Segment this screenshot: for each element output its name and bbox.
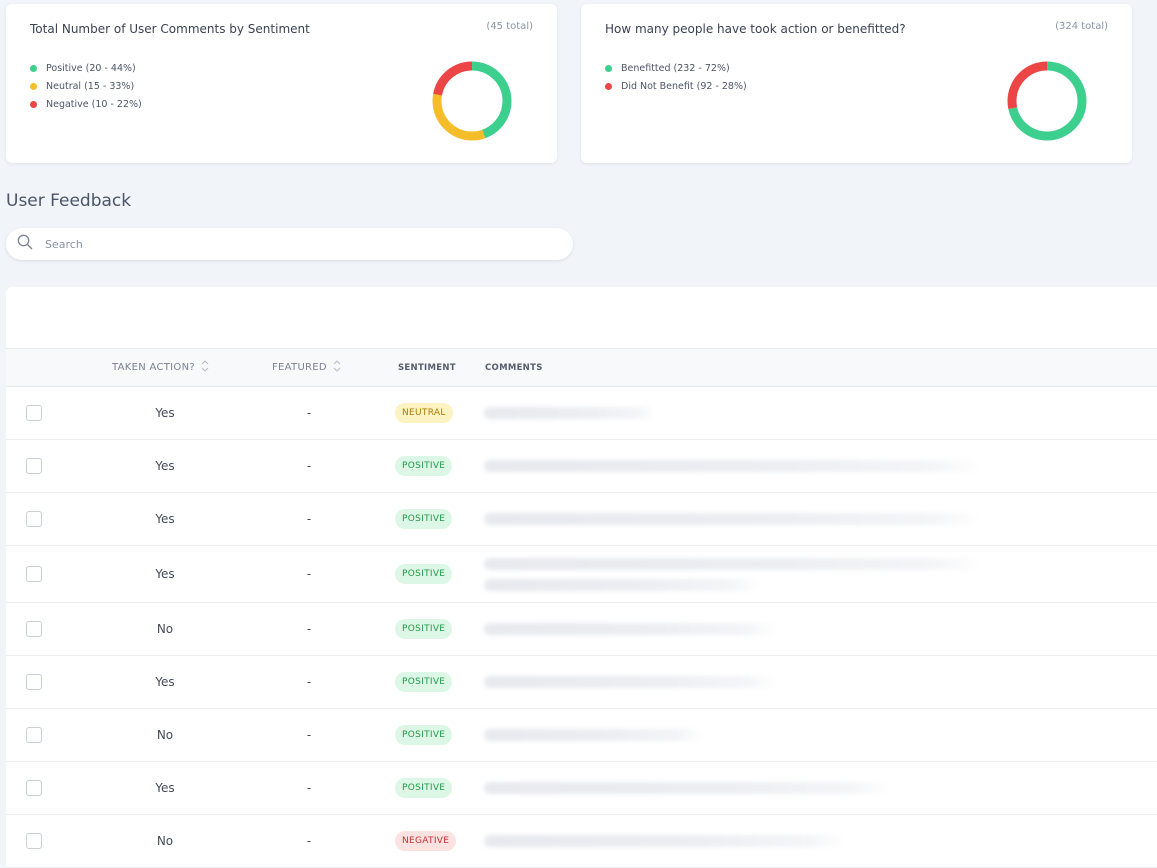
comment-text — [484, 815, 846, 867]
status-badge: POSITIVE — [395, 456, 453, 476]
row-checkbox[interactable] — [26, 566, 42, 582]
sort-icon[interactable] — [201, 359, 209, 376]
benefit-legend: Benefitted (232 - 72%) Did Not Benefit (… — [605, 59, 747, 95]
section-title: User Feedback — [6, 191, 132, 211]
featured-value: - — [306, 406, 312, 420]
taken-action-value: Yes — [155, 781, 175, 795]
taken-action-value: Yes — [155, 459, 175, 473]
table-row[interactable]: Yes - NEUTRAL — [6, 387, 1157, 440]
row-checkbox[interactable] — [26, 727, 42, 743]
table-row[interactable]: Yes - POSITIVE — [6, 440, 1157, 493]
legend-label: Positive (20 - 44%) — [46, 62, 136, 74]
status-badge: POSITIVE — [395, 725, 453, 745]
sort-icon[interactable] — [333, 359, 341, 376]
status-badge: POSITIVE — [395, 509, 453, 529]
header-label: SENTIMENT — [398, 362, 456, 373]
status-badge: POSITIVE — [395, 778, 453, 798]
taken-action-value: Yes — [155, 567, 175, 581]
table-row[interactable]: No - POSITIVE — [6, 709, 1157, 762]
row-checkbox[interactable] — [26, 405, 42, 421]
sentiment-donut-chart — [432, 61, 512, 141]
legend-label: Neutral (15 - 33%) — [46, 80, 135, 92]
table-row[interactable]: Yes - POSITIVE — [6, 762, 1157, 815]
taken-action-value: No — [156, 728, 174, 742]
header-label: COMMENTS — [485, 362, 543, 373]
legend-dot — [30, 64, 37, 72]
table-header: TAKEN ACTION? FEATURED SENTIMENT COMMENT… — [6, 348, 1157, 387]
taken-action-value: No — [156, 834, 174, 848]
row-checkbox[interactable] — [26, 674, 42, 690]
header-sentiment: SENTIMENT — [398, 349, 456, 386]
comment-text — [484, 546, 982, 602]
comment-text — [484, 387, 656, 439]
row-checkbox[interactable] — [26, 780, 42, 796]
table-row[interactable]: Yes - POSITIVE — [6, 493, 1157, 546]
featured-value: - — [306, 567, 312, 581]
sentiment-card-title: Total Number of User Comments by Sentime… — [30, 22, 310, 36]
status-badge: POSITIVE — [395, 564, 453, 584]
search-bar[interactable] — [6, 228, 573, 260]
sentiment-card-total: (45 total) — [486, 21, 533, 32]
benefit-card: How many people have took action or bene… — [581, 4, 1132, 163]
header-comments: COMMENTS — [485, 349, 543, 386]
search-input[interactable] — [45, 237, 525, 251]
table-row[interactable]: Yes - POSITIVE — [6, 656, 1157, 709]
comment-text — [484, 603, 776, 655]
featured-value: - — [306, 728, 312, 742]
comment-text — [484, 493, 982, 545]
header-label: TAKEN ACTION? — [112, 362, 195, 373]
donut-slice-did-not-benefit — [1007, 61, 1087, 141]
table-row[interactable]: No - POSITIVE — [6, 603, 1157, 656]
featured-value: - — [306, 834, 312, 848]
status-badge: POSITIVE — [395, 619, 453, 639]
benefit-card-title: How many people have took action or bene… — [605, 22, 906, 36]
header-taken-action[interactable]: TAKEN ACTION? — [112, 349, 209, 386]
row-checkbox[interactable] — [26, 511, 42, 527]
featured-value: - — [306, 781, 312, 795]
status-badge: NEGATIVE — [395, 831, 457, 851]
legend-dot — [30, 82, 37, 90]
feedback-table: TAKEN ACTION? FEATURED SENTIMENT COMMENT… — [6, 287, 1157, 868]
status-badge: POSITIVE — [395, 672, 453, 692]
row-checkbox[interactable] — [26, 458, 42, 474]
sentiment-legend: Positive (20 - 44%) Neutral (15 - 33%) N… — [30, 59, 142, 113]
header-featured[interactable]: FEATURED — [272, 349, 341, 386]
legend-dot — [605, 64, 612, 72]
featured-value: - — [306, 512, 312, 526]
featured-value: - — [306, 459, 312, 473]
sentiment-card: Total Number of User Comments by Sentime… — [6, 4, 557, 163]
donut-slice-neutral — [432, 61, 512, 141]
table-row[interactable]: No - NEGATIVE — [6, 815, 1157, 868]
header-label: FEATURED — [272, 362, 327, 373]
legend-item-not-benefit: Did Not Benefit (92 - 28%) — [605, 77, 747, 95]
row-checkbox[interactable] — [26, 833, 42, 849]
comment-text — [484, 440, 982, 492]
legend-item-benefitted: Benefitted (232 - 72%) — [605, 59, 747, 77]
legend-item-positive: Positive (20 - 44%) — [30, 59, 142, 77]
benefit-donut-chart — [1007, 61, 1087, 141]
benefit-card-total: (324 total) — [1055, 21, 1108, 32]
taken-action-value: Yes — [155, 512, 175, 526]
legend-label: Negative (10 - 22%) — [46, 98, 142, 110]
comment-text — [484, 762, 889, 814]
status-badge: NEUTRAL — [395, 403, 453, 423]
legend-label: Did Not Benefit (92 - 28%) — [621, 80, 747, 92]
taken-action-value: Yes — [155, 406, 175, 420]
legend-dot — [30, 100, 37, 108]
donut-slice-negative — [432, 61, 512, 141]
legend-dot — [605, 82, 612, 90]
comment-text — [484, 656, 776, 708]
row-checkbox[interactable] — [26, 621, 42, 637]
search-icon — [17, 234, 33, 254]
legend-item-negative: Negative (10 - 22%) — [30, 95, 142, 113]
legend-item-neutral: Neutral (15 - 33%) — [30, 77, 142, 95]
taken-action-value: Yes — [155, 675, 175, 689]
featured-value: - — [306, 622, 312, 636]
taken-action-value: No — [156, 622, 174, 636]
table-row[interactable]: Yes - POSITIVE — [6, 546, 1157, 603]
featured-value: - — [306, 675, 312, 689]
comment-text — [484, 709, 702, 761]
legend-label: Benefitted (232 - 72%) — [621, 62, 730, 74]
